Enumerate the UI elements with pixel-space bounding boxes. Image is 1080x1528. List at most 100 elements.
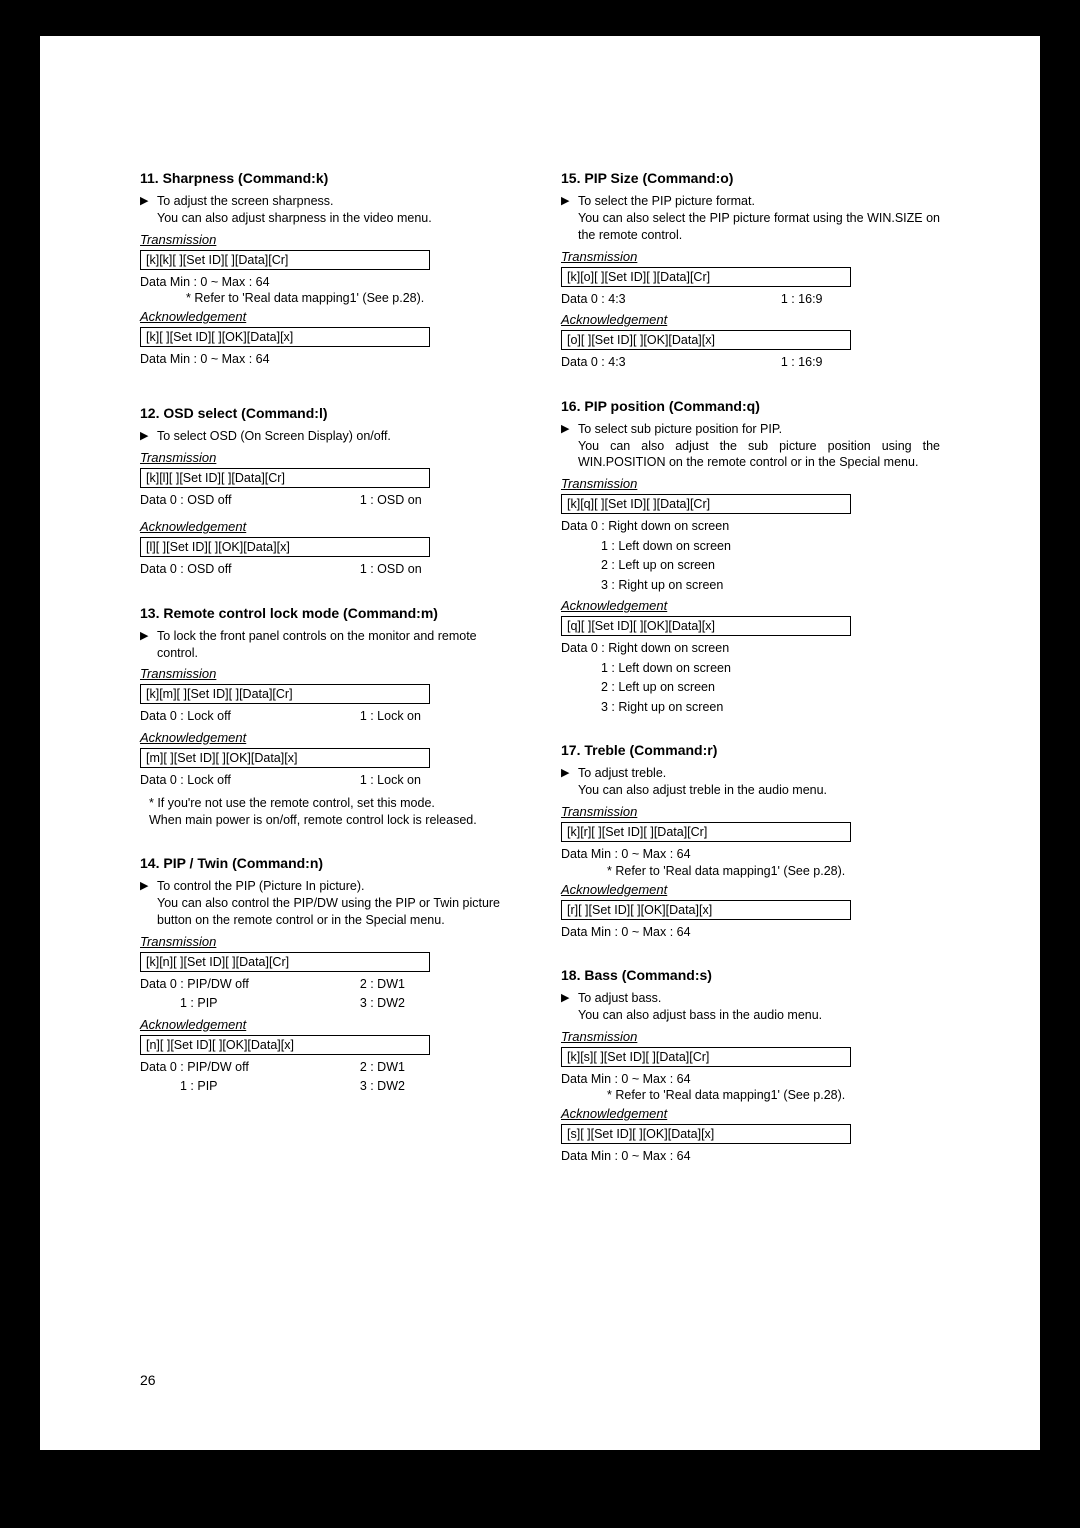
ack-cmd: [m][ ][Set ID][ ][OK][Data][x] — [140, 748, 430, 768]
section-title: 13. Remote control lock mode (Command:m) — [140, 605, 519, 621]
data-line: Data Min : 0 ~ Max : 64 — [561, 846, 940, 864]
data-left: 1 : PIP — [140, 995, 360, 1013]
transmission-cmd: [k][n][ ][Set ID][ ][Data][Cr] — [140, 952, 430, 972]
transmission-label: Transmission — [140, 232, 519, 247]
ack-cmd: [l][ ][Set ID][ ][OK][Data][x] — [140, 537, 430, 557]
refer-line: * Refer to 'Real data mapping1' (See p.2… — [140, 291, 519, 305]
transmission-label: Transmission — [140, 450, 519, 465]
data-line: 3 : Right up on screen — [561, 699, 940, 717]
ack-label: Acknowledgement — [140, 1017, 519, 1032]
transmission-cmd: [k][l][ ][Set ID][ ][Data][Cr] — [140, 468, 430, 488]
data-left: Data 0 : Lock off — [140, 772, 360, 790]
section-desc: To select OSD (On Screen Display) on/off… — [140, 428, 519, 445]
section-18: 18. Bass (Command:s) To adjust bass.You … — [561, 967, 940, 1166]
data-line: Data 0 : OSD off 1 : OSD on — [140, 561, 519, 579]
data-left: Data 0 : PIP/DW off — [140, 976, 360, 994]
transmission-label: Transmission — [561, 249, 940, 264]
data-left: Data 0 : PIP/DW off — [140, 1059, 360, 1077]
data-line: Data Min : 0 ~ Max : 64 — [561, 1071, 940, 1089]
data-line: 2 : Left up on screen — [561, 679, 940, 697]
data-line: Data 0 : Lock off 1 : Lock on — [140, 772, 519, 790]
ack-label: Acknowledgement — [140, 309, 519, 324]
section-14: 14. PIP / Twin (Command:n) To control th… — [140, 855, 519, 1096]
data-line: Data 0 : OSD off 1 : OSD on — [140, 492, 519, 510]
data-right: 1 : OSD on — [360, 561, 519, 579]
transmission-cmd: [k][o][ ][Set ID][ ][Data][Cr] — [561, 267, 851, 287]
transmission-label: Transmission — [561, 476, 940, 491]
section-title: 11. Sharpness (Command:k) — [140, 170, 519, 186]
data-line: Data 0 : Right down on screen — [561, 640, 940, 658]
note: * If you're not use the remote control, … — [140, 795, 519, 829]
section-title: 17. Treble (Command:r) — [561, 742, 940, 758]
right-column: 15. PIP Size (Command:o) To select the P… — [561, 170, 940, 1192]
section-title: 14. PIP / Twin (Command:n) — [140, 855, 519, 871]
data-line: Data 0 : 4:3 1 : 16:9 — [561, 354, 940, 372]
data-right: 2 : DW1 — [360, 976, 519, 994]
section-title: 16. PIP position (Command:q) — [561, 398, 940, 414]
transmission-label: Transmission — [561, 804, 940, 819]
data-left: Data 0 : 4:3 — [561, 354, 781, 372]
ack-label: Acknowledgement — [561, 1106, 940, 1121]
data-right: 1 : 16:9 — [781, 291, 940, 309]
section-desc: To adjust bass.You can also adjust bass … — [561, 990, 940, 1024]
data-line: Data Min : 0 ~ Max : 64 — [140, 274, 519, 292]
data-right: 1 : OSD on — [360, 492, 519, 510]
data-right: 1 : Lock on — [360, 708, 519, 726]
section-11: 11. Sharpness (Command:k) To adjust the … — [140, 170, 519, 369]
page-number: 26 — [140, 1372, 156, 1388]
ack-label: Acknowledgement — [561, 882, 940, 897]
section-desc: To select sub picture position for PIP.Y… — [561, 421, 940, 472]
section-title: 18. Bass (Command:s) — [561, 967, 940, 983]
data-line: Data 0 : Right down on screen — [561, 518, 940, 536]
transmission-cmd: [k][m][ ][Set ID][ ][Data][Cr] — [140, 684, 430, 704]
section-17: 17. Treble (Command:r) To adjust treble.… — [561, 742, 940, 941]
data-line: Data Min : 0 ~ Max : 64 — [561, 924, 940, 942]
ack-label: Acknowledgement — [140, 730, 519, 745]
ack-label: Acknowledgement — [561, 312, 940, 327]
transmission-label: Transmission — [561, 1029, 940, 1044]
data-line: Data 0 : PIP/DW off 2 : DW1 — [140, 976, 519, 994]
section-desc: To adjust the screen sharpness.You can a… — [140, 193, 519, 227]
ack-cmd: [k][ ][Set ID][ ][OK][Data][x] — [140, 327, 430, 347]
transmission-label: Transmission — [140, 666, 519, 681]
data-line: Data 0 : Lock off 1 : Lock on — [140, 708, 519, 726]
data-line: 1 : Left down on screen — [561, 660, 940, 678]
data-right: 2 : DW1 — [360, 1059, 519, 1077]
data-left: Data 0 : OSD off — [140, 492, 360, 510]
section-title: 12. OSD select (Command:l) — [140, 405, 519, 421]
data-right: 1 : 16:9 — [781, 354, 940, 372]
transmission-cmd: [k][s][ ][Set ID][ ][Data][Cr] — [561, 1047, 851, 1067]
transmission-cmd: [k][q][ ][Set ID][ ][Data][Cr] — [561, 494, 851, 514]
ack-cmd: [s][ ][Set ID][ ][OK][Data][x] — [561, 1124, 851, 1144]
section-desc: To adjust treble.You can also adjust tre… — [561, 765, 940, 799]
data-right: 1 : Lock on — [360, 772, 519, 790]
columns-container: 11. Sharpness (Command:k) To adjust the … — [140, 170, 940, 1192]
page: 11. Sharpness (Command:k) To adjust the … — [40, 36, 1040, 1450]
ack-cmd: [q][ ][Set ID][ ][OK][Data][x] — [561, 616, 851, 636]
data-line: 1 : PIP 3 : DW2 — [140, 1078, 519, 1096]
data-line: 3 : Right up on screen — [561, 577, 940, 595]
data-line: Data Min : 0 ~ Max : 64 — [561, 1148, 940, 1166]
section-desc: To control the PIP (Picture In picture).… — [140, 878, 519, 929]
refer-line: * Refer to 'Real data mapping1' (See p.2… — [561, 864, 940, 878]
ack-label: Acknowledgement — [561, 598, 940, 613]
data-right: 3 : DW2 — [360, 995, 519, 1013]
data-line: 1 : PIP 3 : DW2 — [140, 995, 519, 1013]
transmission-cmd: [k][r][ ][Set ID][ ][Data][Cr] — [561, 822, 851, 842]
transmission-label: Transmission — [140, 934, 519, 949]
section-13: 13. Remote control lock mode (Command:m)… — [140, 605, 519, 830]
refer-line: * Refer to 'Real data mapping1' (See p.2… — [561, 1088, 940, 1102]
ack-cmd: [r][ ][Set ID][ ][OK][Data][x] — [561, 900, 851, 920]
data-left: Data 0 : Lock off — [140, 708, 360, 726]
section-title: 15. PIP Size (Command:o) — [561, 170, 940, 186]
data-line: Data Min : 0 ~ Max : 64 — [140, 351, 519, 369]
section-12: 12. OSD select (Command:l) To select OSD… — [140, 405, 519, 579]
data-line: 1 : Left down on screen — [561, 538, 940, 556]
section-16: 16. PIP position (Command:q) To select s… — [561, 398, 940, 717]
section-desc: To select the PIP picture format.You can… — [561, 193, 940, 244]
left-column: 11. Sharpness (Command:k) To adjust the … — [140, 170, 519, 1192]
data-line: 2 : Left up on screen — [561, 557, 940, 575]
data-left: Data 0 : 4:3 — [561, 291, 781, 309]
data-left: Data 0 : OSD off — [140, 561, 360, 579]
section-desc: To lock the front panel controls on the … — [140, 628, 519, 662]
